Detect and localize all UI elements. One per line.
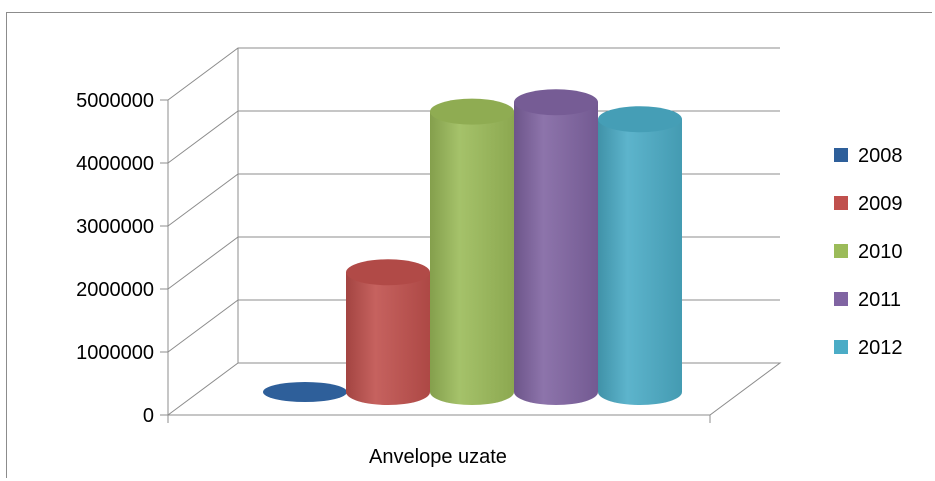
bars (263, 89, 682, 406)
y-tick-label: 1000000 (76, 342, 154, 364)
legend-swatch (834, 244, 848, 258)
bar-2011 (514, 89, 598, 405)
x-axis-categories: Anvelope uzate (369, 446, 507, 468)
chart-walls (166, 48, 782, 423)
bar-body (598, 119, 682, 406)
legend-swatch (834, 196, 848, 210)
legend-item: 2010 (834, 241, 903, 263)
bar-body (346, 272, 430, 405)
legend-item: 2011 (834, 289, 901, 311)
y-tick-label: 0 (143, 405, 154, 427)
legend-label: 2009 (858, 193, 903, 215)
legend-label: 2008 (858, 145, 903, 167)
bar-body (430, 111, 514, 406)
chart-frame (6, 12, 932, 478)
legend: 2008 2009 2010 2011 2012 (834, 145, 903, 359)
bar-top (430, 98, 514, 125)
bar-body (514, 102, 598, 405)
bar-2012 (598, 106, 682, 406)
bar-top (598, 106, 682, 133)
legend-label: 2010 (858, 241, 903, 263)
legend-item: 2008 (834, 145, 903, 167)
y-tick-label: 5000000 (76, 90, 154, 112)
bar-2010 (430, 98, 514, 406)
y-tick-label: 4000000 (76, 153, 154, 175)
legend-swatch (834, 292, 848, 306)
bar-top (514, 89, 598, 116)
bar-top (263, 382, 347, 402)
bar-2008 (263, 382, 347, 402)
gridline (167, 47, 780, 101)
legend-swatch (834, 340, 848, 354)
y-tick-label: 2000000 (76, 279, 154, 301)
legend-swatch (834, 148, 848, 162)
y-tick-label: 3000000 (76, 216, 154, 238)
bar-top (346, 259, 430, 286)
legend-label: 2012 (858, 337, 903, 359)
x-category-label: Anvelope uzate (369, 446, 507, 468)
gridline (167, 110, 780, 164)
bar-2009 (346, 259, 430, 405)
legend-item: 2012 (834, 337, 903, 359)
y-axis-ticks: 0 1000000 2000000 3000000 4000000 5000000 (76, 90, 154, 427)
legend-label: 2011 (858, 289, 901, 311)
legend-item: 2009 (834, 193, 903, 215)
